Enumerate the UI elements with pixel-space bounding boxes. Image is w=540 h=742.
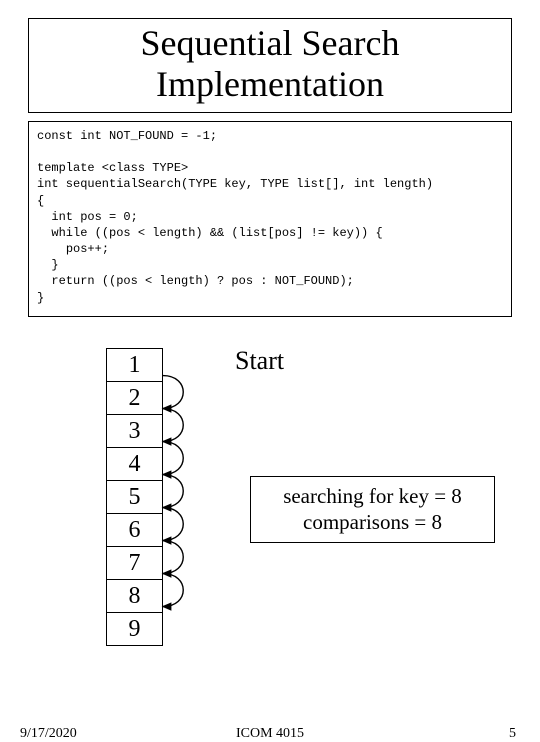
footer-page: 5 bbox=[509, 726, 516, 742]
array-cell: 9 bbox=[107, 613, 163, 646]
title-box: Sequential Search Implementation bbox=[28, 18, 512, 113]
array-cell: 4 bbox=[107, 448, 163, 481]
array-cell: 3 bbox=[107, 415, 163, 448]
callout-line-1: searching for key = 8 bbox=[255, 483, 490, 509]
arrow bbox=[163, 475, 183, 508]
start-label: Start bbox=[235, 346, 284, 376]
title-line-1: Sequential Search bbox=[29, 23, 511, 64]
callout-line-2: comparisons = 8 bbox=[255, 509, 490, 535]
array-cell: 1 bbox=[107, 349, 163, 382]
arrows-svg bbox=[160, 356, 240, 636]
array-cell: 5 bbox=[107, 481, 163, 514]
array-cell: 8 bbox=[107, 580, 163, 613]
title-line-2: Implementation bbox=[29, 64, 511, 105]
arrow bbox=[163, 376, 183, 409]
array-cell: 2 bbox=[107, 382, 163, 415]
array-cell: 7 bbox=[107, 547, 163, 580]
footer-course: ICOM 4015 bbox=[0, 726, 540, 742]
diagram-area: 123456789 Start searching for key = 8 co… bbox=[0, 348, 540, 688]
callout-box: searching for key = 8 comparisons = 8 bbox=[250, 476, 495, 543]
code-box: const int NOT_FOUND = -1; template <clas… bbox=[28, 121, 512, 317]
array-cell: 6 bbox=[107, 514, 163, 547]
arrow bbox=[163, 541, 183, 574]
array-table: 123456789 bbox=[106, 348, 163, 646]
code-snippet: const int NOT_FOUND = -1; template <clas… bbox=[37, 128, 503, 306]
arrow bbox=[163, 574, 183, 607]
arrow bbox=[163, 442, 183, 475]
arrow bbox=[163, 508, 183, 541]
arrow bbox=[163, 409, 183, 442]
